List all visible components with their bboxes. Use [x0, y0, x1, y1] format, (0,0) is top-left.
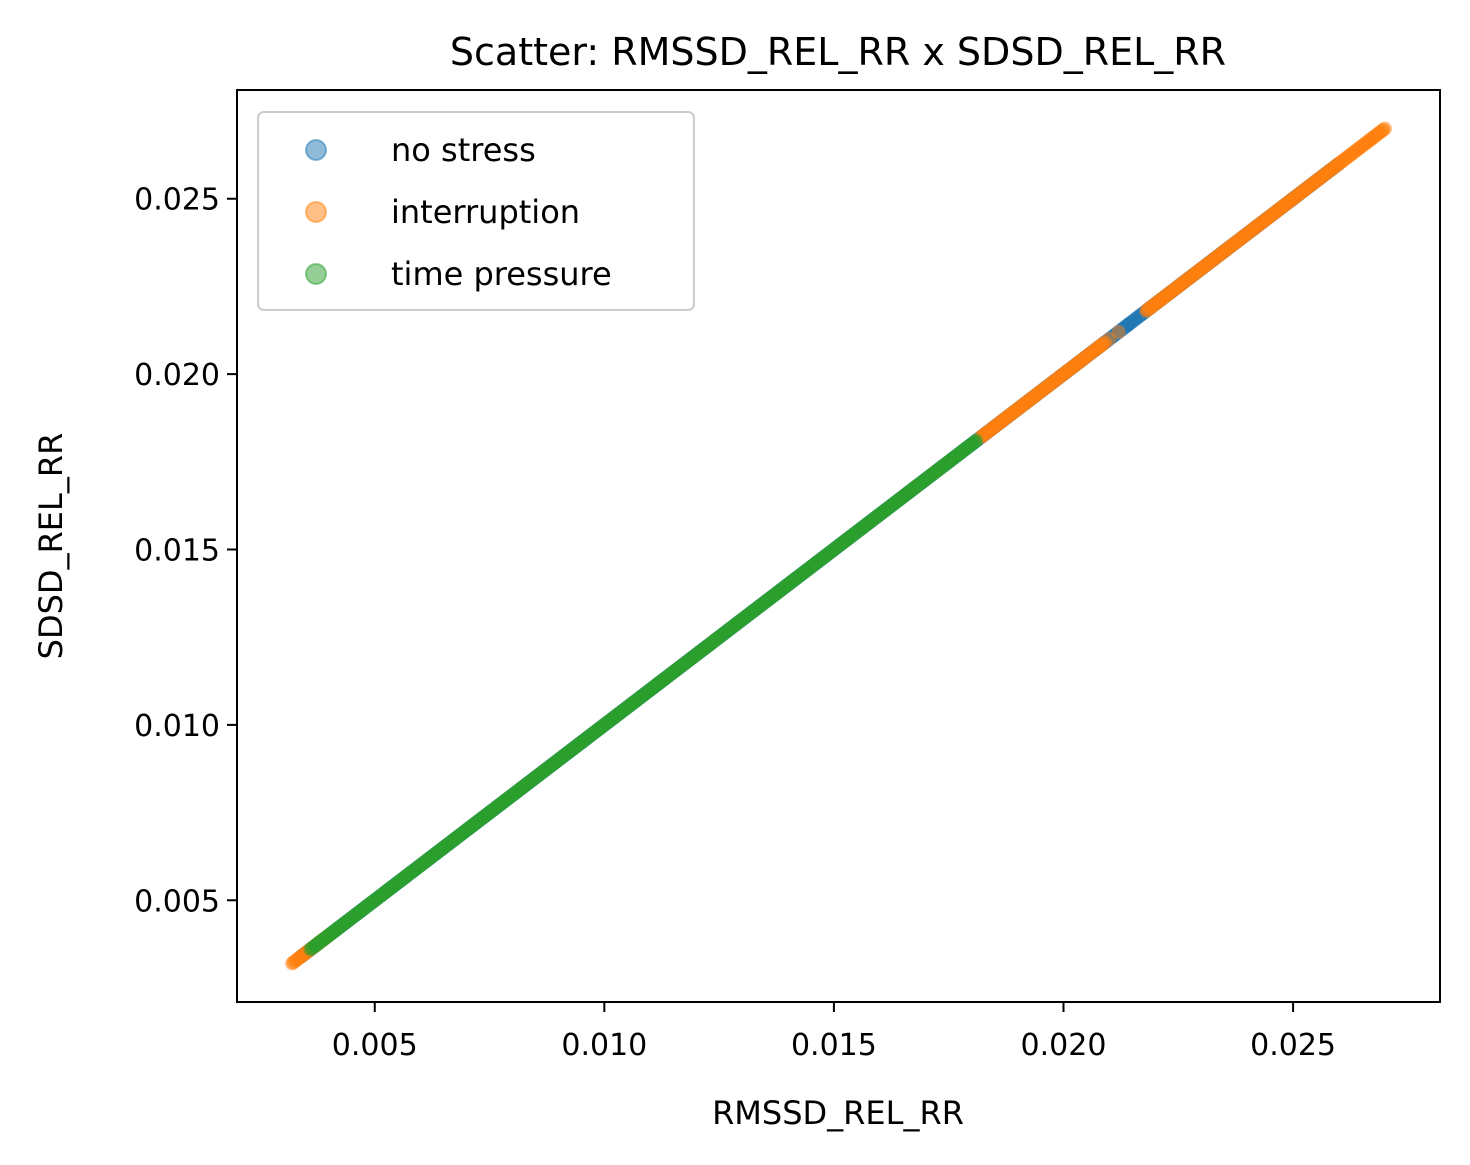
x-tick-label: 0.015 [791, 1028, 877, 1063]
y-axis: 0.005 0.010 0.015 0.020 0.025 [134, 183, 237, 919]
series-time-pressure [303, 433, 984, 957]
y-tick-label: 0.015 [134, 534, 220, 569]
data-point-interruption [1111, 325, 1126, 340]
legend: no stress interruption time pressure [257, 111, 695, 311]
y-tick-label: 0.005 [134, 884, 220, 919]
x-axis: 0.005 0.010 0.015 0.020 0.025 [332, 1002, 1336, 1063]
x-tick-label: 0.025 [1250, 1028, 1336, 1063]
legend-label-no-stress: no stress [391, 131, 536, 169]
y-tick-label: 0.025 [134, 183, 220, 218]
plot-frame [236, 89, 1441, 1003]
series-interruption [285, 121, 1392, 971]
y-tick-label: 0.020 [134, 358, 220, 393]
data-point-time-pressure [969, 433, 984, 448]
x-tick-label: 0.020 [1021, 1028, 1107, 1063]
x-tick-label: 0.005 [332, 1028, 418, 1063]
y-axis-label: SDSD_REL_RR [32, 433, 70, 660]
chart-title: Scatter: RMSSD_REL_RR x SDSD_REL_RR [450, 30, 1226, 74]
legend-marker-no-stress [305, 139, 327, 161]
legend-label-time-pressure: time pressure [391, 255, 612, 293]
x-tick-label: 0.010 [561, 1028, 647, 1063]
data-point-interruption [1377, 121, 1392, 136]
x-axis-label: RMSSD_REL_RR [712, 1094, 964, 1132]
legend-label-interruption: interruption [391, 193, 580, 231]
y-tick-label: 0.010 [134, 709, 220, 744]
legend-box [257, 111, 695, 311]
legend-marker-interruption [305, 201, 327, 223]
legend-marker-time-pressure [305, 263, 327, 285]
series-layer [285, 121, 1392, 971]
